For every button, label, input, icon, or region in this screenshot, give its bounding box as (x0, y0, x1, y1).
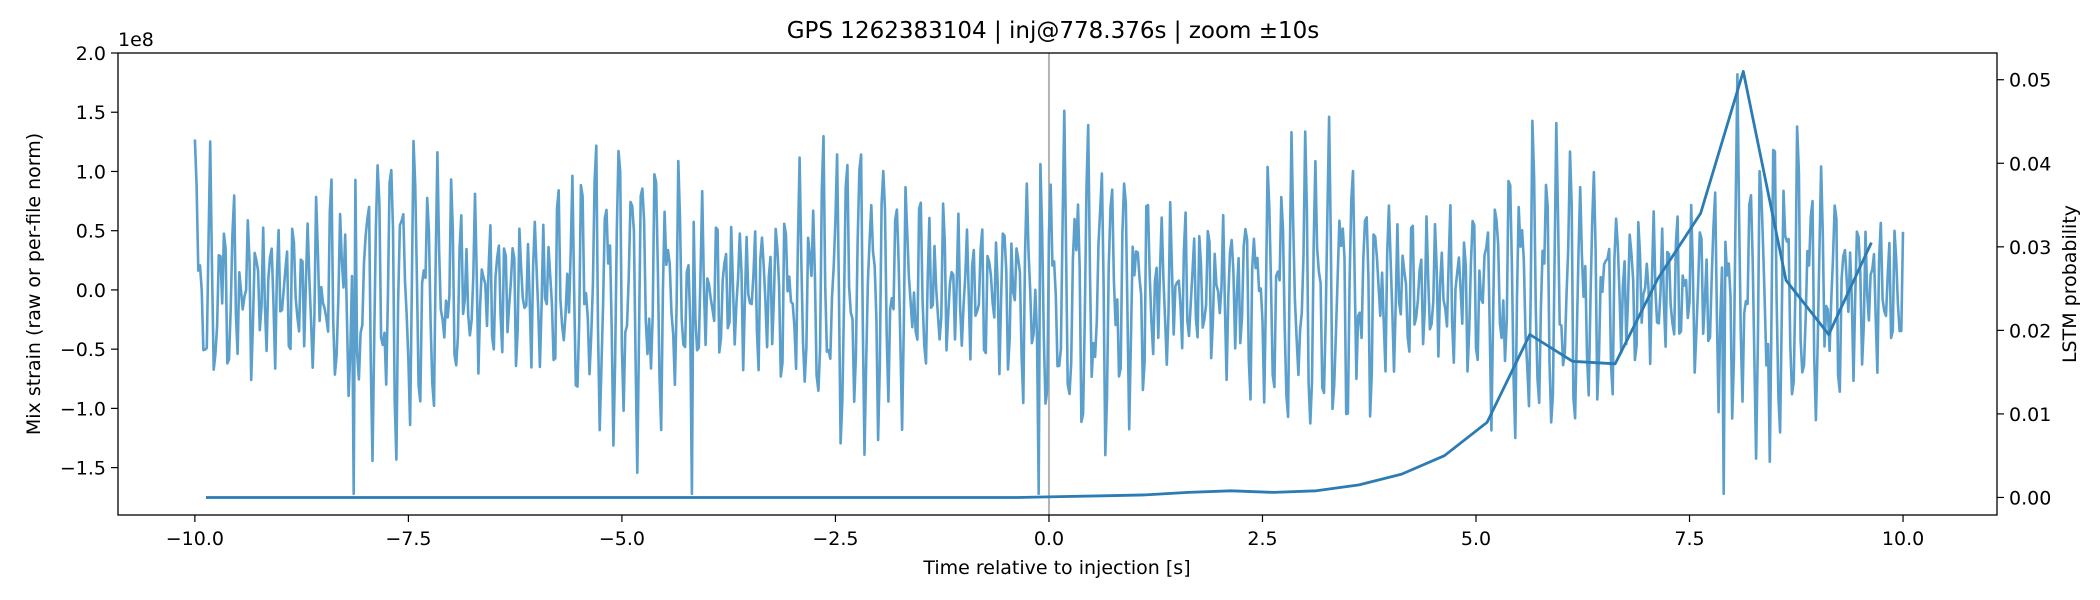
x-tick-label: −7.5 (385, 528, 431, 550)
right-tick-label: 0.04 (2009, 153, 2051, 175)
plot-frame (117, 52, 1998, 516)
x-tick-label: −5.0 (599, 528, 645, 550)
plot-area (193, 53, 1905, 515)
chart-title: GPS 1262383104 | inj@778.376s | zoom ±10… (787, 18, 1320, 44)
x-tick-label: 5.0 (1461, 528, 1491, 550)
left-tick-label: −1.5 (60, 458, 106, 480)
x-axis-label: Time relative to injection [s] (922, 557, 1190, 579)
left-tick-label: 1.5 (76, 102, 106, 124)
left-tick-label: 0.5 (76, 221, 106, 243)
x-tick-label: 2.5 (1247, 528, 1277, 550)
right-tick-label: 0.03 (2009, 237, 2051, 259)
x-tick-label: 0.0 (1034, 528, 1064, 550)
x-tick-label: −2.5 (812, 528, 858, 550)
right-y-axis: 0.00 0.01 0.02 0.03 0.04 0.05 (1997, 70, 2051, 509)
right-y-axis-label: LSTM probability (2059, 205, 2081, 363)
x-tick-label: −10.0 (166, 528, 224, 550)
left-tick-label: 1.0 (76, 161, 106, 183)
right-tick-label: 0.01 (2009, 404, 2051, 426)
right-tick-label: 0.02 (2009, 320, 2051, 342)
left-tick-label: 0.0 (76, 280, 106, 302)
left-y-axis-label: Mix strain (raw or per-file norm) (23, 133, 45, 435)
left-y-axis: −1.5 −1.0 −0.5 0.0 0.5 1.0 1.5 2.0 (60, 43, 118, 480)
left-tick-label: −1.0 (60, 398, 106, 420)
right-tick-label: 0.00 (2009, 487, 2051, 509)
left-tick-label: 2.0 (76, 43, 106, 65)
left-axis-offset-text: 1e8 (118, 29, 154, 51)
right-tick-label: 0.05 (2009, 70, 2051, 92)
x-tick-label: 10.0 (1882, 528, 1924, 550)
x-axis: −10.0 −7.5 −5.0 −2.5 0.0 2.5 5.0 7.5 10.0 (166, 515, 1924, 550)
x-tick-label: 7.5 (1674, 528, 1704, 550)
strain-series-line (193, 73, 1905, 495)
lstm-probability-line (206, 70, 1873, 499)
left-tick-label: −0.5 (60, 339, 106, 361)
